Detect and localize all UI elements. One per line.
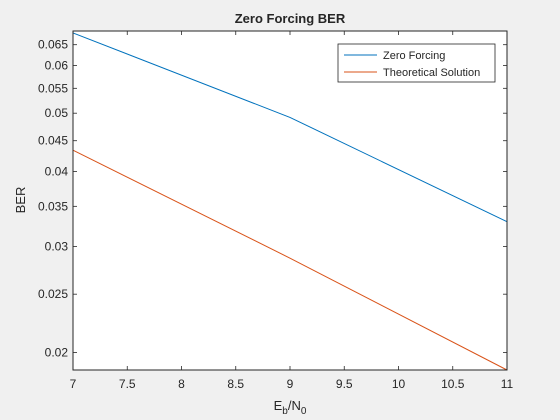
x-axis-label: Eb/N0 [274, 398, 307, 417]
x-tick-label: 9.5 [336, 377, 353, 391]
x-tick-label: 9 [287, 377, 294, 391]
legend: Zero Forcing Theoretical Solution [337, 43, 496, 83]
x-axis-ticks: 7 7.5 8 8.5 9 9.5 10 10.5 11 [70, 31, 514, 391]
y-tick-label: 0.03 [45, 240, 69, 254]
y-axis-ticks: 0.02 0.025 0.03 0.035 0.04 0.045 0.05 0.055 0.06… [38, 38, 507, 359]
y-tick-label: 0.025 [38, 287, 68, 301]
legend-label-zero-forcing: Zero Forcing [383, 50, 445, 62]
y-tick-label: 0.02 [45, 345, 69, 359]
x-axis-label-sub1: b [282, 406, 288, 417]
x-tick-label: 10 [392, 377, 406, 391]
legend-label-theoretical-solution: Theoretical Solution [383, 67, 480, 79]
x-axis-label-sub2: 0 [301, 406, 307, 417]
x-tick-label: 8 [178, 377, 185, 391]
series-line-zero-forcing [72, 32, 508, 223]
y-tick-label: 0.055 [38, 81, 68, 95]
plot-lines [72, 32, 508, 371]
x-tick-label: 7 [70, 377, 77, 391]
y-tick-label: 0.035 [38, 199, 68, 213]
y-tick-label: 0.05 [45, 106, 69, 120]
x-tick-label: 11 [501, 377, 514, 391]
y-tick-label: 0.045 [38, 134, 68, 148]
x-tick-label: 7.5 [119, 377, 136, 391]
y-tick-label: 0.06 [45, 59, 69, 73]
y-tick-label: 0.065 [38, 38, 68, 52]
y-axis-label: BER [13, 187, 28, 214]
x-tick-label: 10.5 [441, 377, 465, 391]
x-tick-label: 8.5 [227, 377, 244, 391]
y-tick-label: 0.04 [45, 164, 69, 178]
legend-box [337, 43, 496, 83]
chart-title: Zero Forcing BER [235, 11, 346, 26]
x-axis-label-mid: /N [288, 398, 301, 413]
x-axis-label-main: E [274, 398, 283, 413]
series-line-theoretical-solution [72, 149, 508, 371]
plot-area [73, 31, 507, 370]
